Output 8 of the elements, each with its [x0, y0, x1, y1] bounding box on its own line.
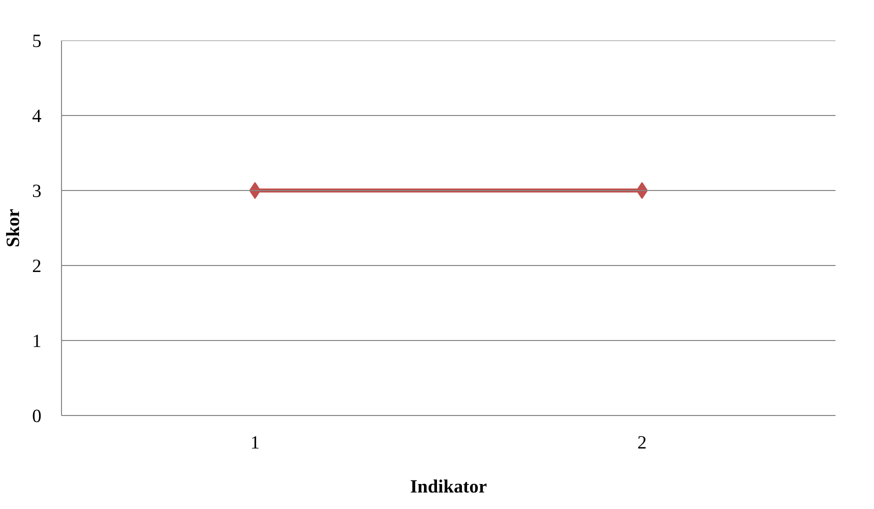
y-tick-label: 5	[32, 31, 42, 52]
y-tick-label: 0	[32, 406, 42, 427]
x-axis-title: Indikator	[410, 476, 487, 498]
y-tick-label: 3	[32, 181, 42, 202]
y-tick-label: 4	[32, 106, 42, 127]
y-axis-title: Skor	[3, 208, 24, 248]
y-tick-label: 2	[32, 256, 42, 277]
y-tick-label: 1	[32, 331, 42, 352]
